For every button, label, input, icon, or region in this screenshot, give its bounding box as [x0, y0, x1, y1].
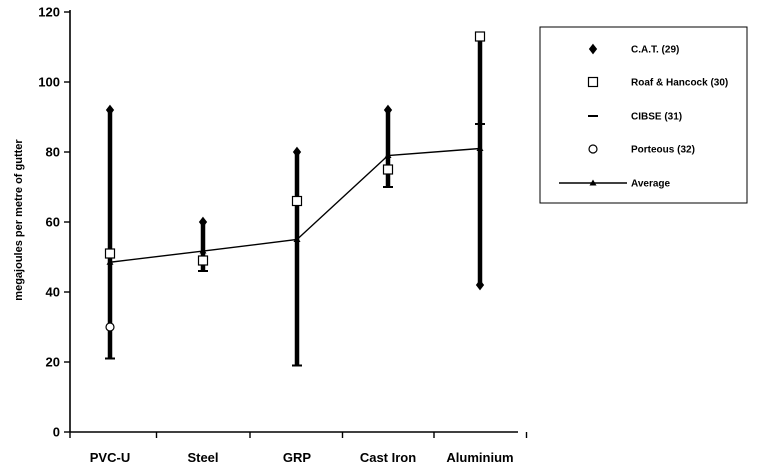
point-c-a-t-29: [383, 104, 393, 116]
point-porteous-32: [105, 322, 115, 332]
legend-label-porteous-32: Porteous (32): [631, 145, 695, 156]
y-tick-label: 120: [38, 5, 60, 20]
point-average: [384, 152, 392, 158]
point-roaf-hancock-30: [382, 164, 394, 175]
point-c-a-t-29: [292, 146, 302, 158]
point-roaf-hancock-30: [197, 255, 209, 266]
point-average: [106, 258, 114, 265]
legend-marker-average: [589, 179, 597, 186]
y-tick-label: 0: [53, 425, 60, 440]
x-tick-label: Steel: [187, 450, 218, 465]
legend-box: [539, 26, 748, 204]
legend-marker-roaf-hancock-30: [587, 76, 599, 88]
point-roaf-hancock-30: [104, 248, 116, 259]
legend-label-average: Average: [631, 179, 671, 190]
point-roaf-hancock-30: [291, 195, 303, 207]
legend-marker-c-a-t-29: [588, 43, 598, 55]
x-tick-label: GRP: [283, 450, 312, 465]
legend-label-c-a-t-29: C.A.T. (29): [631, 45, 679, 56]
point-average: [476, 145, 484, 151]
point-average: [293, 236, 301, 242]
point-c-a-t-29: [105, 104, 115, 116]
y-tick-label: 100: [38, 75, 60, 90]
y-axis-title: megajoules per metre of gutter: [13, 139, 25, 301]
point-c-a-t-29: [198, 216, 208, 228]
y-tick-label: 60: [46, 215, 60, 230]
y-tick-label: 40: [46, 285, 60, 300]
x-tick-label: Cast Iron: [360, 450, 416, 465]
legend-label-cibse-31: CIBSE (31): [631, 112, 682, 123]
legend: C.A.T. (29) Roaf & Hancock (30) CIBSE (31)…: [539, 26, 748, 204]
legend-label-roaf-hancock-30: Roaf & Hancock (30): [631, 78, 728, 89]
point-c-a-t-29: [475, 279, 485, 291]
legend-marker-porteous-32: [588, 144, 598, 154]
y-tick-label: 80: [46, 145, 60, 160]
x-tick-label: PVC-U: [90, 450, 130, 465]
point-roaf-hancock-30: [474, 31, 486, 42]
y-tick-label: 20: [46, 355, 60, 370]
x-tick-label: Aluminium: [446, 450, 513, 465]
plot-area: 0 20 40 60 80 100 120 PVC-U Steel GRP Cast Iron Alu…: [38, 5, 528, 465]
point-average: [199, 247, 207, 254]
